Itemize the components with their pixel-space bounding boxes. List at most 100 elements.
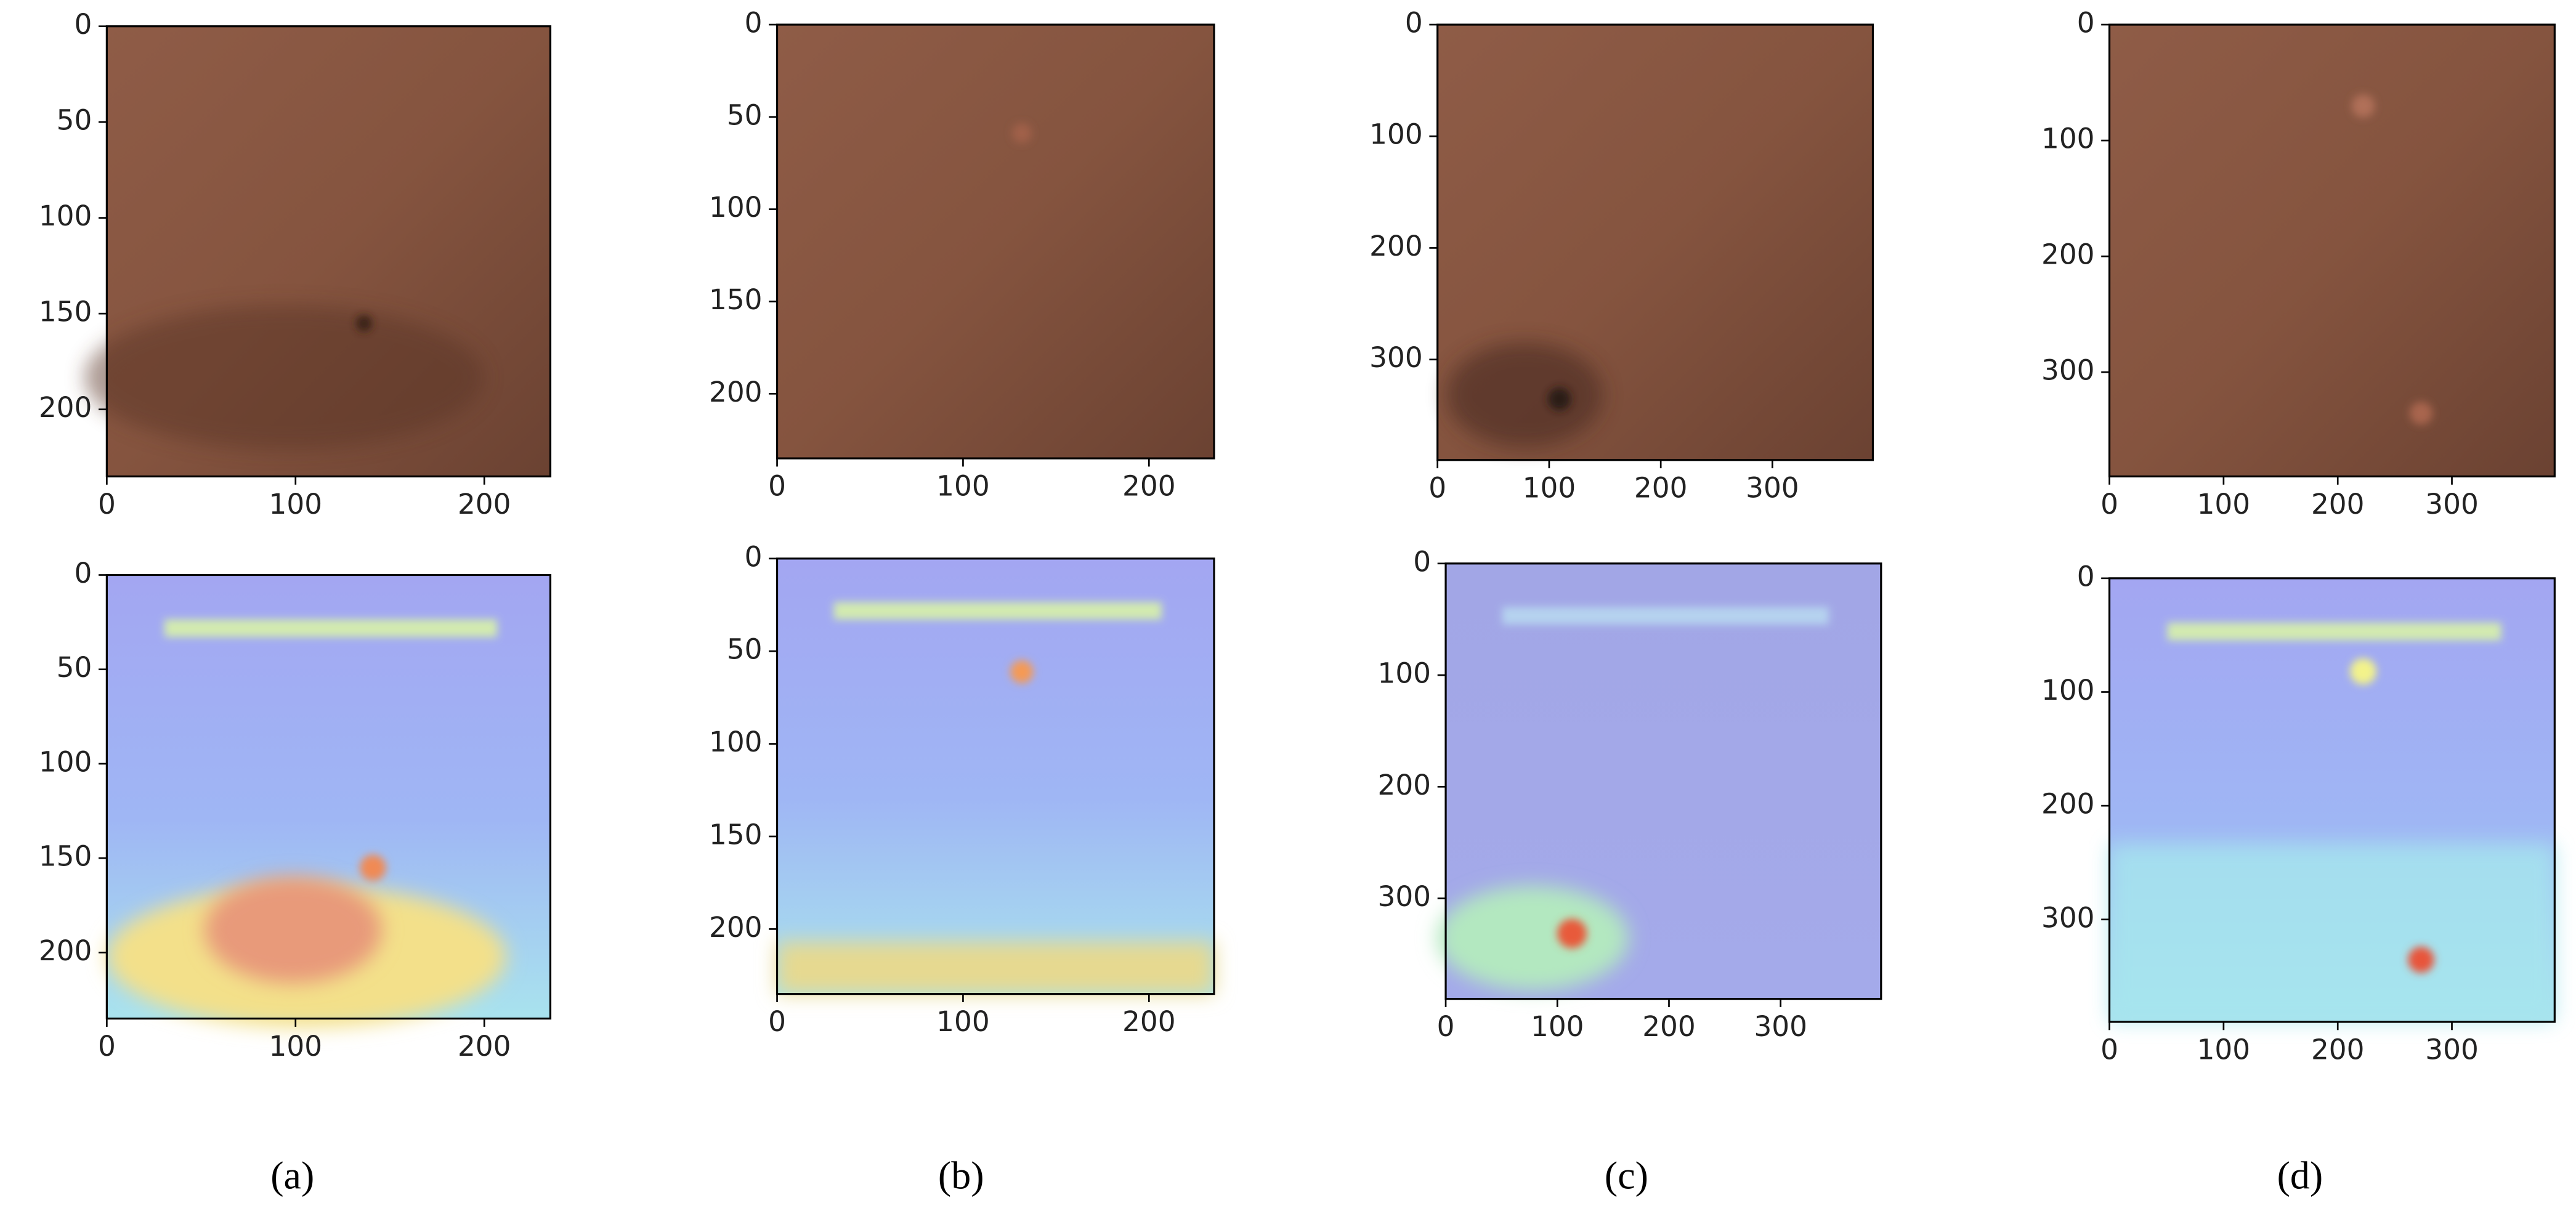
x-tick-label: 0 xyxy=(768,1005,786,1038)
caption: (b) xyxy=(938,1154,984,1197)
x-tick-label: 0 xyxy=(1437,1010,1455,1043)
axes-frame xyxy=(105,573,552,1020)
axes-frame xyxy=(1436,23,1874,461)
y-tick-label: 0 xyxy=(745,7,763,39)
x-tick-label: 200 xyxy=(458,488,511,520)
y-tick-label: 50 xyxy=(727,99,763,131)
x-tick-label: 100 xyxy=(269,488,323,520)
x-tick-label: 200 xyxy=(2311,1033,2365,1066)
y-tick-label: 200 xyxy=(1378,769,1432,801)
y-tick-label: 100 xyxy=(709,191,763,224)
x-tick-label: 200 xyxy=(1642,1010,1696,1043)
y-tick-label: 300 xyxy=(2041,354,2095,387)
image xyxy=(2109,25,2555,477)
y-tick-label: 50 xyxy=(727,633,763,666)
x-tick-label: 300 xyxy=(2425,1033,2479,1066)
y-tick-label: 100 xyxy=(2041,123,2095,155)
y-tick-label: 200 xyxy=(2041,238,2095,271)
y-tick-label: 100 xyxy=(709,726,763,758)
spot xyxy=(2350,658,2376,685)
axes-frame xyxy=(1444,562,1882,1000)
panel: 0 100 200 300 0 100 200 300 xyxy=(2041,7,2556,520)
shadow xyxy=(84,305,484,450)
x-tick-label: 0 xyxy=(2100,488,2118,520)
x-tick-label: 100 xyxy=(269,1030,323,1063)
panels: 0 100 200 0 50 100 150 200 0 100 200 0 50 100 150 200 0 1… xyxy=(39,7,2556,1197)
x-tick-label: 0 xyxy=(98,1030,116,1063)
panel: 0 100 200 0 50 100 150 200 xyxy=(39,557,552,1063)
hot-region xyxy=(204,877,382,983)
image xyxy=(777,25,1214,459)
bright-band xyxy=(833,602,1162,620)
y-tick-label: 0 xyxy=(75,557,92,589)
y-tick-label: 0 xyxy=(2077,560,2095,593)
bright-band xyxy=(1502,607,1829,625)
axes-frame xyxy=(2108,577,2556,1023)
axes-frame xyxy=(105,25,552,478)
x-tick-label: 200 xyxy=(1122,1005,1176,1038)
panel: 0 100 200 300 0 100 200 300 xyxy=(1369,7,1874,504)
y-tick-label: 0 xyxy=(745,540,763,573)
y-tick-label: 150 xyxy=(709,818,763,851)
y-tick-label: 50 xyxy=(57,651,92,684)
panel: 0 100 200 0 50 100 150 200 xyxy=(39,8,552,520)
y-tick-label: 200 xyxy=(1369,230,1423,262)
x-tick-label: 0 xyxy=(2100,1033,2118,1066)
spot xyxy=(355,315,373,332)
x-tick-label: 0 xyxy=(1428,471,1446,504)
y-tick-label: 100 xyxy=(1378,657,1432,690)
x-tick-label: 100 xyxy=(1523,471,1576,504)
x-tick-label: 200 xyxy=(1122,470,1176,503)
y-tick-label: 200 xyxy=(2041,788,2095,820)
x-tick-label: 100 xyxy=(936,470,990,503)
y-tick-label: 0 xyxy=(75,8,92,41)
y-tick-label: 100 xyxy=(39,745,92,778)
caption: (d) xyxy=(2277,1154,2323,1197)
image xyxy=(777,558,1214,994)
spot xyxy=(2409,402,2433,425)
y-tick-label: 300 xyxy=(1369,341,1423,374)
panel: 0 100 200 300 0 100 200 300 xyxy=(2041,560,2556,1066)
axes-frame xyxy=(776,557,1215,995)
x-tick-label: 100 xyxy=(2197,488,2251,520)
y-tick-label: 100 xyxy=(39,200,92,232)
x-tick-label: 300 xyxy=(1754,1010,1807,1043)
y-tick-label: 0 xyxy=(2077,7,2095,39)
shadow xyxy=(1446,342,1603,447)
x-tick-label: 100 xyxy=(1531,1010,1584,1043)
bright-band xyxy=(2167,622,2501,641)
hot-region xyxy=(1436,885,1629,990)
x-tick-label: 0 xyxy=(768,470,786,503)
y-tick-label: 200 xyxy=(39,391,92,424)
spot xyxy=(1557,918,1587,949)
panel: 0 100 200 300 0 100 200 300 xyxy=(1378,545,1882,1043)
hot-region xyxy=(2109,844,2555,1022)
spot xyxy=(360,854,386,881)
y-tick-label: 100 xyxy=(2041,674,2095,707)
caption: (c) xyxy=(1605,1154,1648,1197)
x-tick-label: 200 xyxy=(458,1030,511,1063)
x-tick-label: 0 xyxy=(98,488,116,520)
x-tick-label: 200 xyxy=(2311,488,2365,520)
spot xyxy=(1010,660,1034,684)
y-tick-label: 200 xyxy=(39,934,92,967)
hot-region xyxy=(777,941,1214,994)
x-tick-label: 100 xyxy=(2197,1033,2251,1066)
y-tick-label: 150 xyxy=(709,283,763,316)
y-tick-label: 0 xyxy=(1413,545,1431,578)
y-tick-label: 300 xyxy=(2041,901,2095,934)
axes-frame xyxy=(2108,23,2556,478)
y-tick-label: 150 xyxy=(39,296,92,328)
y-tick-label: 50 xyxy=(57,104,92,137)
bright-band xyxy=(164,619,498,638)
panel: 0 100 200 0 50 100 150 200 xyxy=(709,7,1215,503)
y-tick-label: 0 xyxy=(1405,7,1423,39)
caption: (a) xyxy=(270,1154,314,1197)
panel: 0 100 200 0 50 100 150 200 xyxy=(709,540,1215,1038)
spot xyxy=(1547,387,1571,411)
y-tick-label: 200 xyxy=(709,376,763,408)
spot xyxy=(1011,123,1032,144)
x-tick-label: 300 xyxy=(1746,471,1799,504)
x-tick-label: 200 xyxy=(1634,471,1688,504)
